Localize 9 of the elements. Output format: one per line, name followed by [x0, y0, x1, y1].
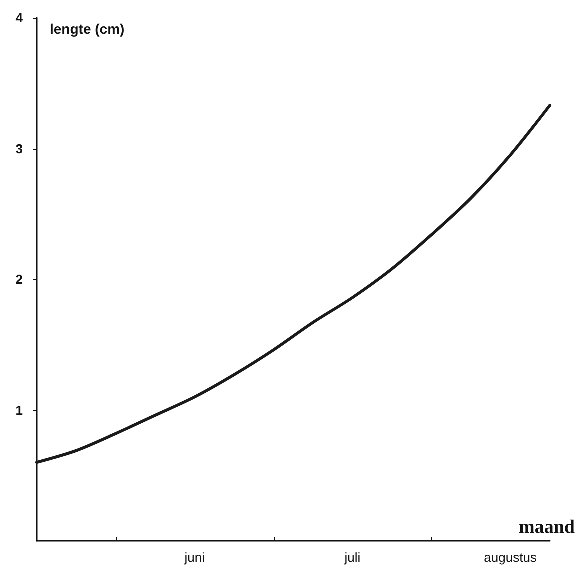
y-tick-label: 1: [16, 402, 23, 418]
x-tick-label: juli: [344, 550, 361, 565]
y-tick-label: 2: [16, 272, 23, 287]
y-tick-label: 3: [16, 141, 23, 156]
x-tick-label: augustus: [484, 550, 538, 565]
y-tick-label: 4: [16, 10, 24, 26]
x-axis-title: maand: [519, 517, 576, 538]
x-tick-label: juni: [184, 550, 206, 565]
y-axis-title: lengte (cm): [50, 21, 125, 37]
